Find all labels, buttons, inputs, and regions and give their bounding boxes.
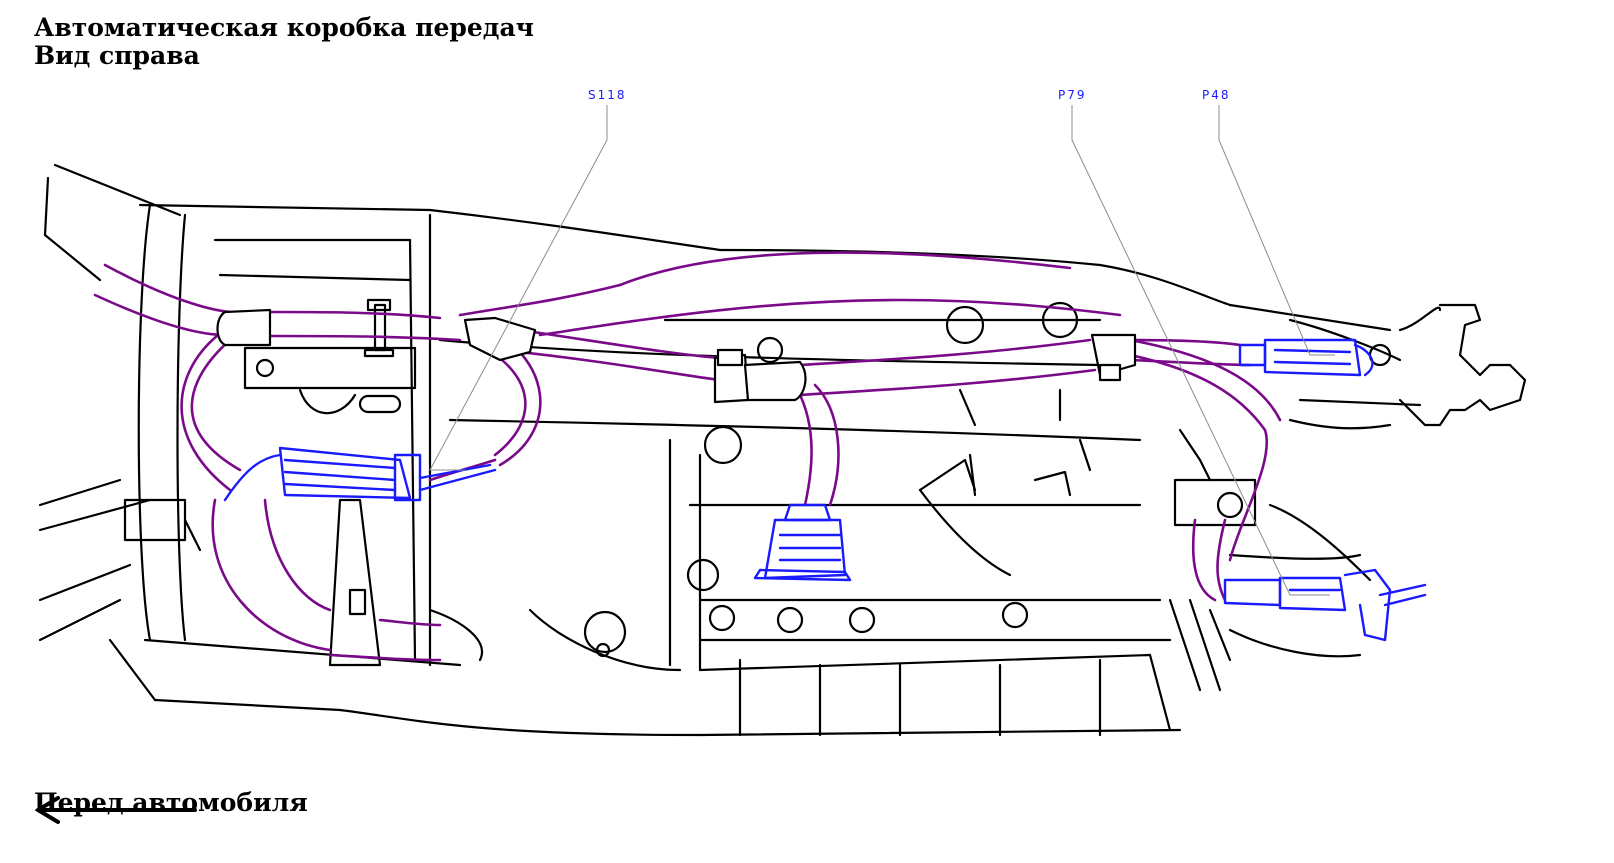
leader-p79: [1071, 105, 1330, 596]
front-of-vehicle-label: Перед автомобиля: [34, 788, 308, 817]
diagram-title: Автоматическая коробка передач: [34, 13, 534, 42]
wiring-harness: [93, 251, 1282, 662]
connector-s118: [223, 446, 497, 502]
diagram-subtitle: Вид справа: [34, 41, 200, 70]
title-block: Автоматическая коробка передач Вид справ…: [34, 14, 534, 70]
leader-s118: [429, 105, 608, 471]
connector-p79: [1223, 568, 1427, 642]
connector-p48: [1238, 338, 1374, 377]
transmission-outline: [38, 163, 1527, 737]
front-arrow-icon: [36, 796, 197, 824]
callout-p48: P48: [1202, 88, 1231, 102]
connectors: [223, 338, 1427, 642]
connector-center: [753, 503, 852, 582]
leader-p48: [1218, 105, 1335, 356]
callout-leaders: [429, 105, 1335, 596]
callout-labels: S118 P79 P48: [588, 88, 1231, 102]
callout-p79: P79: [1058, 88, 1087, 102]
callout-s118: S118: [588, 88, 627, 102]
